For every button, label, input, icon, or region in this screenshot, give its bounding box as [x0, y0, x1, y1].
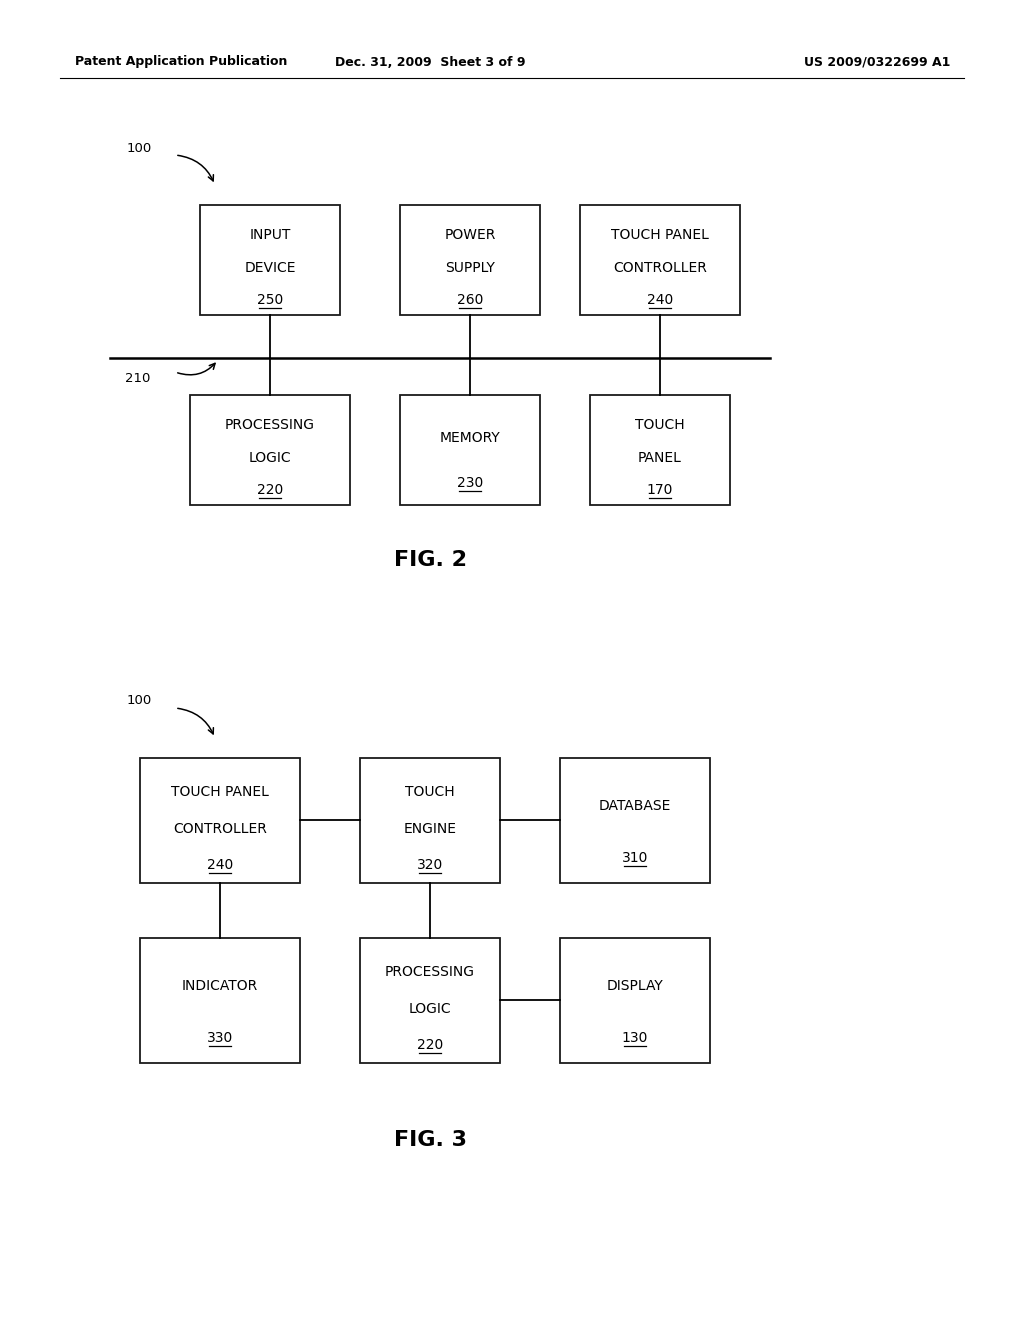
Bar — [590, 395, 730, 506]
Text: DISPLAY: DISPLAY — [606, 979, 664, 994]
Text: FIG. 3: FIG. 3 — [393, 1130, 467, 1150]
Text: 210: 210 — [125, 371, 150, 384]
Text: MEMORY: MEMORY — [439, 432, 501, 445]
Text: POWER: POWER — [444, 228, 496, 242]
Bar — [360, 937, 500, 1063]
Bar — [140, 758, 300, 883]
Bar — [560, 758, 710, 883]
Text: 230: 230 — [457, 477, 483, 491]
Text: LOGIC: LOGIC — [249, 451, 291, 466]
Text: CONTROLLER: CONTROLLER — [613, 261, 707, 276]
Text: TOUCH: TOUCH — [406, 784, 455, 799]
Text: PROCESSING: PROCESSING — [385, 965, 475, 978]
Text: 220: 220 — [417, 1039, 443, 1052]
Text: Patent Application Publication: Patent Application Publication — [75, 55, 288, 69]
Text: SUPPLY: SUPPLY — [445, 261, 495, 276]
Text: TOUCH PANEL: TOUCH PANEL — [611, 228, 709, 242]
Text: 240: 240 — [207, 858, 233, 873]
Text: INDICATOR: INDICATOR — [182, 979, 258, 994]
Text: PANEL: PANEL — [638, 451, 682, 466]
Text: 240: 240 — [647, 293, 673, 308]
Bar — [140, 937, 300, 1063]
Text: TOUCH PANEL: TOUCH PANEL — [171, 784, 269, 799]
Text: 320: 320 — [417, 858, 443, 873]
Text: Dec. 31, 2009  Sheet 3 of 9: Dec. 31, 2009 Sheet 3 of 9 — [335, 55, 525, 69]
Text: US 2009/0322699 A1: US 2009/0322699 A1 — [804, 55, 950, 69]
Bar — [190, 395, 350, 506]
Text: 310: 310 — [622, 851, 648, 865]
Text: LOGIC: LOGIC — [409, 1002, 452, 1016]
Text: PROCESSING: PROCESSING — [225, 418, 315, 432]
Text: DEVICE: DEVICE — [245, 261, 296, 276]
Text: 100: 100 — [127, 693, 152, 706]
Bar — [360, 758, 500, 883]
Text: 330: 330 — [207, 1031, 233, 1045]
Text: 100: 100 — [127, 141, 152, 154]
Text: INPUT: INPUT — [249, 228, 291, 242]
Text: CONTROLLER: CONTROLLER — [173, 822, 267, 837]
Text: 220: 220 — [257, 483, 283, 498]
Bar — [560, 937, 710, 1063]
Text: DATABASE: DATABASE — [599, 800, 671, 813]
Text: TOUCH: TOUCH — [635, 418, 685, 432]
Text: FIG. 2: FIG. 2 — [393, 550, 467, 570]
Text: ENGINE: ENGINE — [403, 822, 457, 837]
Text: 130: 130 — [622, 1031, 648, 1045]
Bar — [580, 205, 740, 315]
Text: 170: 170 — [647, 483, 673, 498]
Bar — [400, 395, 540, 506]
Bar — [400, 205, 540, 315]
Text: 260: 260 — [457, 293, 483, 308]
Bar — [200, 205, 340, 315]
Text: 250: 250 — [257, 293, 283, 308]
